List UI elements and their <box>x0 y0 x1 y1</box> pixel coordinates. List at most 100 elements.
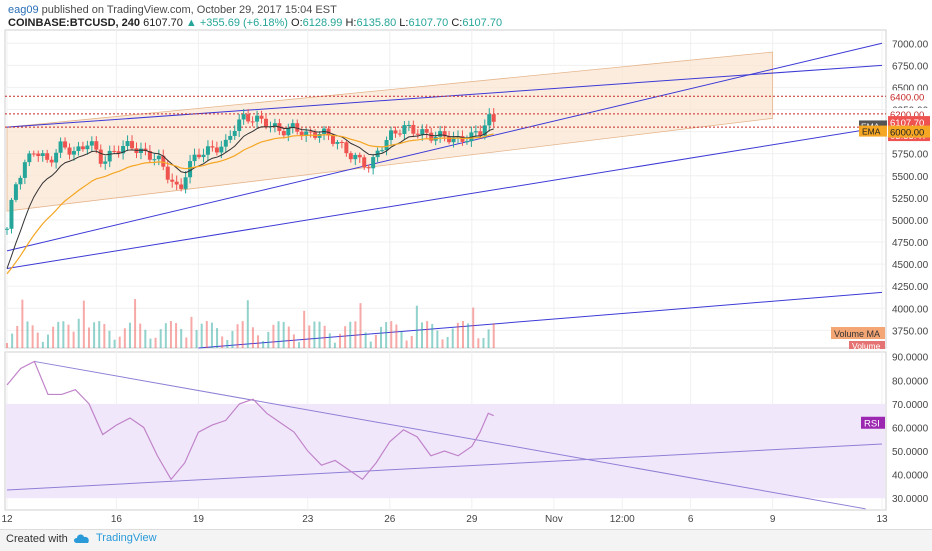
candle-body <box>299 131 304 136</box>
candle-body <box>348 153 353 160</box>
volume-bar <box>164 323 167 348</box>
candle-body <box>241 114 246 120</box>
time-tick-label: 6 <box>688 514 694 525</box>
price-tick-label: 5250.00 <box>892 194 929 205</box>
candle-body <box>45 153 50 160</box>
candle-body <box>330 135 335 144</box>
last-price: 6107.70 <box>143 17 183 29</box>
candle-body <box>67 147 72 155</box>
volume-bar <box>349 321 352 348</box>
rsi-tick-label: 80.0000 <box>892 376 929 387</box>
tradingview-brand[interactable]: TradingView <box>72 532 157 544</box>
created-with-label: Created with <box>6 533 68 545</box>
candle-body <box>201 154 206 158</box>
volume-bar <box>41 341 44 348</box>
price-tick-label: 7000.00 <box>892 39 929 50</box>
time-tick-label: 12 <box>1 514 13 525</box>
author-name[interactable]: eag09 <box>8 4 39 16</box>
candle-body <box>63 141 68 148</box>
rsi-trend-up <box>6 443 883 491</box>
volume-bar <box>292 334 295 348</box>
price-tick-label: 5500.00 <box>892 172 929 183</box>
volume-bar <box>410 335 413 348</box>
candle-body <box>27 153 32 163</box>
volume-bar <box>467 323 470 348</box>
ema-slow-line <box>6 133 494 275</box>
volume-label-bg <box>849 341 885 349</box>
volume-bar <box>308 325 311 348</box>
candle-body <box>478 131 483 136</box>
volume-ma-label-bg <box>831 327 885 339</box>
ema-label-2: EMA <box>862 127 881 137</box>
volume-bar <box>123 328 126 348</box>
volume-bar <box>139 323 142 348</box>
candle-body <box>116 151 121 154</box>
candle-body <box>223 139 228 147</box>
candle-body <box>295 123 300 132</box>
volume-bar <box>385 322 388 348</box>
rsi-tick-label: 40.0000 <box>892 471 929 482</box>
volume-bar <box>221 336 224 348</box>
volume-bar <box>359 303 362 348</box>
price-badge-6000-bg <box>888 125 930 138</box>
candle-body <box>491 114 496 122</box>
candle-body <box>232 130 237 136</box>
candle-body <box>415 133 420 135</box>
trend-line-mid <box>6 126 883 269</box>
volume-bar <box>318 321 321 348</box>
volume-bar <box>77 318 80 348</box>
low-value: 6107.70 <box>408 17 449 29</box>
candle-body <box>438 131 443 137</box>
time-tick-label: 26 <box>384 514 396 525</box>
trend-line-upper <box>6 64 883 128</box>
volume-bar <box>93 322 96 348</box>
volume-bar <box>180 328 183 348</box>
ema-fast-line <box>6 125 494 269</box>
time-tick-label: 19 <box>193 514 205 525</box>
volume-bar <box>262 341 265 348</box>
volume-bar <box>57 321 60 348</box>
volume-bar <box>36 332 39 348</box>
price-tick-label: 6750.00 <box>892 61 929 72</box>
price-badge-6200: 6200.00 <box>890 110 924 121</box>
volume-bar <box>282 321 285 348</box>
candle-body <box>482 125 487 136</box>
price-tick-label: 5000.00 <box>892 216 929 227</box>
volume-bar <box>303 310 306 348</box>
chart-canvas[interactable]: 7000.006750.006500.006250.006000.005750.… <box>0 0 932 529</box>
volume-bar <box>52 326 55 348</box>
candle-body <box>107 150 112 162</box>
candle-body <box>406 124 411 126</box>
time-tick-label: 9 <box>770 514 776 525</box>
rsi-line <box>6 360 494 481</box>
rsi-label-bg <box>861 416 885 429</box>
volume-bar <box>441 339 444 348</box>
candle-body <box>451 137 456 143</box>
price-badge-last-bg <box>888 116 930 129</box>
candle-body <box>380 150 385 152</box>
candle-body <box>85 145 90 150</box>
volume-bar <box>339 333 342 348</box>
candle-body <box>259 115 264 119</box>
candle-body <box>362 157 367 168</box>
candle-body <box>76 146 81 152</box>
candle-body <box>5 228 9 230</box>
rsi-tick-label: 90.0000 <box>892 353 929 364</box>
volume-bar <box>390 321 393 348</box>
candle-body <box>281 131 286 136</box>
candle-body <box>429 132 434 141</box>
volume-bar <box>369 341 372 348</box>
candle-body <box>344 142 349 154</box>
candle-body <box>40 153 45 157</box>
volume-bar <box>400 331 403 348</box>
candle-body <box>473 131 478 133</box>
candle-body <box>147 151 152 160</box>
price-badge-last: 6107.70 <box>890 118 924 129</box>
candle-body <box>317 133 322 138</box>
volume-bar <box>108 330 111 348</box>
volume-bar <box>169 321 172 348</box>
candle-body <box>442 131 447 137</box>
volume-bar <box>21 299 24 348</box>
candle-body <box>402 125 407 134</box>
candle-body <box>384 140 389 151</box>
